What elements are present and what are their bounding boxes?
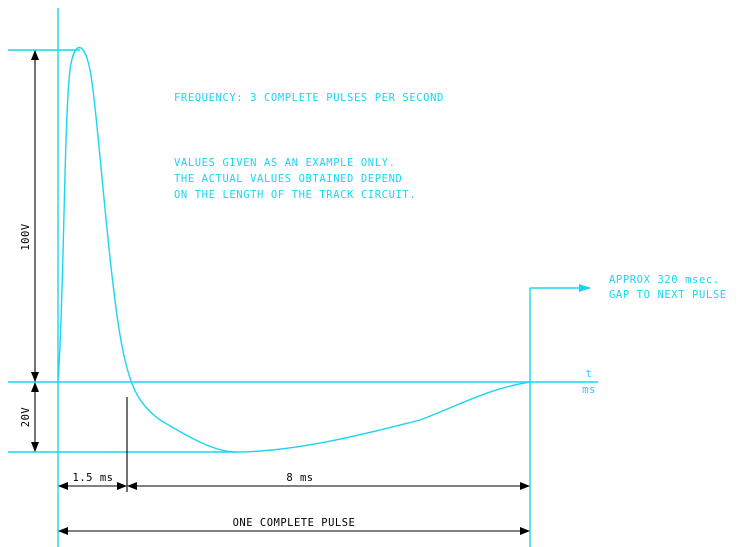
example-note-line-2: THE ACTUAL VALUES OBTAINED DEPEND bbox=[174, 173, 402, 185]
gap-note-line-2: GAP TO NEXT PULSE bbox=[609, 289, 727, 301]
pulse-length-label: ONE COMPLETE PULSE bbox=[233, 517, 356, 529]
rise-time-label: 1.5 ms bbox=[73, 472, 114, 484]
decay-time-label: 8 ms bbox=[286, 472, 313, 484]
example-note-line-1: VALUES GIVEN AS AN EXAMPLE ONLY. bbox=[174, 157, 396, 169]
time-axis-unit: ms bbox=[582, 384, 596, 396]
frequency-note: FREQUENCY: 3 COMPLETE PULSES PER SECOND bbox=[174, 92, 444, 104]
example-note-line-3: ON THE LENGTH OF THE TRACK CIRCUIT. bbox=[174, 189, 416, 201]
voltage-100v-label: 100V bbox=[20, 223, 32, 250]
voltage-20v-label: 20V bbox=[20, 407, 32, 428]
time-axis-label: t bbox=[586, 368, 593, 380]
pulse-waveform bbox=[57, 47, 531, 453]
gap-note-line-1: APPROX 320 msec. bbox=[609, 274, 720, 286]
